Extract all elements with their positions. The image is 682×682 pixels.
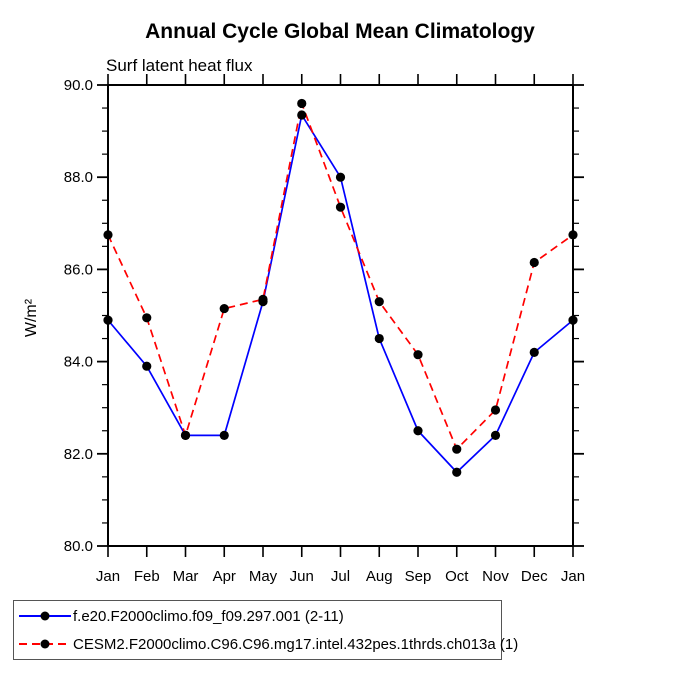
x-tick-label: Jan	[561, 568, 585, 585]
chart-subtitle: Surf latent heat flux	[106, 56, 253, 75]
legend-line-sample-solid-icon	[19, 611, 71, 621]
data-point-marker	[297, 110, 307, 120]
y-axis-label: W/m²	[23, 298, 40, 337]
series-lines	[103, 98, 578, 477]
data-point-marker	[180, 430, 191, 440]
legend-label: f.e20.F2000climo.f09_f09.297.001 (2-11)	[73, 607, 344, 625]
x-tick-label: Apr	[213, 568, 236, 585]
x-tick-label: Dec	[521, 568, 548, 585]
data-point-marker	[297, 98, 307, 109]
data-point-marker	[568, 230, 578, 240]
data-point-marker	[568, 315, 578, 325]
x-tick-label: Nov	[482, 568, 509, 585]
data-point-marker	[490, 405, 501, 415]
axes: Jan Feb Mar Apr May Jun Jul Aug Sep Oct Nov Dec Jan8…	[64, 74, 585, 585]
data-point-marker	[219, 430, 229, 440]
x-tick-label: Aug	[366, 568, 393, 585]
x-tick-label: Sep	[405, 568, 432, 585]
y-tick-label: 90.0	[64, 77, 93, 94]
data-point-marker	[219, 303, 229, 314]
chart-title: Annual Cycle Global Mean Climatology	[145, 20, 535, 43]
data-point-marker	[103, 315, 113, 325]
data-point-marker	[335, 202, 346, 212]
series-line-0	[107, 112, 574, 474]
x-tick-label: Oct	[445, 568, 469, 585]
legend-item-blue: f.e20.F2000climo.f09_f09.297.001 (2-11)	[18, 602, 497, 630]
y-tick-label: 82.0	[64, 446, 93, 463]
data-point-marker	[490, 430, 501, 440]
legend-line-sample-dashed-icon	[19, 639, 71, 649]
legend-marker-icon	[40, 611, 50, 621]
legend-marker-icon	[40, 639, 50, 649]
x-tick-label: Jun	[290, 568, 314, 585]
data-point-marker	[529, 347, 539, 357]
x-tick-label: Feb	[134, 568, 160, 585]
x-tick-label: Jul	[331, 568, 350, 585]
data-point-marker	[413, 426, 423, 436]
legend-item-red: CESM2.F2000climo.C96.C96.mg17.intel.432p…	[18, 630, 518, 658]
data-point-marker	[142, 361, 152, 371]
y-tick-label: 88.0	[64, 169, 93, 186]
data-point-marker	[413, 350, 423, 360]
data-point-marker	[258, 294, 268, 304]
y-tick-label: 80.0	[64, 538, 93, 555]
data-point-marker	[142, 313, 152, 323]
x-tick-label: May	[249, 568, 278, 585]
data-point-marker	[103, 230, 113, 240]
data-point-marker	[374, 333, 384, 344]
legend: f.e20.F2000climo.f09_f09.297.001 (2-11) …	[13, 600, 518, 660]
data-point-marker	[452, 444, 462, 454]
data-point-marker	[452, 467, 462, 477]
data-point-marker	[374, 297, 384, 307]
x-tick-label: Jan	[96, 568, 120, 585]
data-point-marker	[335, 172, 346, 182]
x-tick-label: Mar	[173, 568, 199, 585]
data-point-marker	[529, 257, 539, 268]
legend-label: CESM2.F2000climo.C96.C96.mg17.intel.432p…	[73, 635, 519, 653]
series-line-1	[107, 100, 574, 451]
y-tick-label: 86.0	[64, 261, 93, 278]
y-tick-label: 84.0	[64, 354, 93, 371]
